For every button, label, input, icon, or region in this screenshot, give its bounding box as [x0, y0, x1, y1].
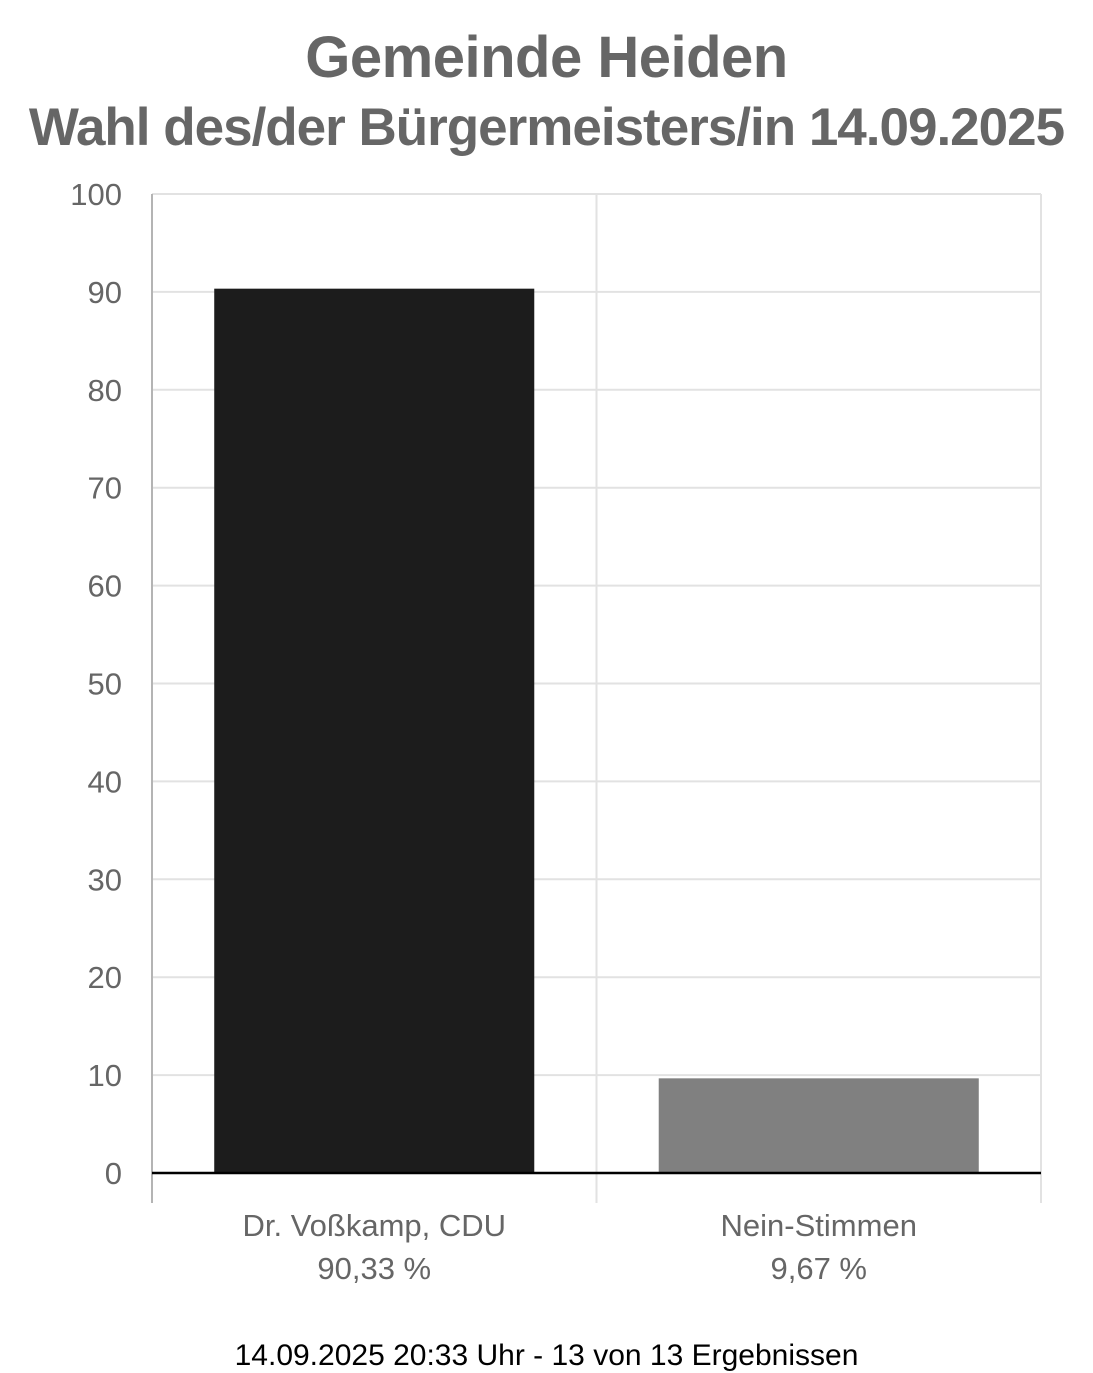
y-tick-label: 100	[70, 177, 122, 212]
chart-title: Gemeinde Heiden	[305, 25, 788, 90]
y-tick-label: 30	[88, 862, 122, 897]
bar	[658, 1078, 979, 1173]
y-tick-label: 40	[88, 764, 122, 799]
x-category-label: Nein-Stimmen	[721, 1208, 917, 1243]
chart-subtitle: Wahl des/der Bürgermeisters/in 14.09.202…	[28, 98, 1065, 157]
bar	[214, 288, 535, 1173]
bar-value-label: 90,33 %	[317, 1251, 431, 1286]
y-tick-label: 80	[88, 373, 122, 408]
footer-timestamp: 14.09.2025 20:33 Uhr - 13 von 13 Ergebni…	[234, 1339, 859, 1372]
x-category-label: Dr. Voßkamp, CDU	[242, 1208, 506, 1243]
y-tick-label: 70	[88, 471, 122, 506]
y-tick-label: 10	[88, 1058, 122, 1093]
y-tick-label: 50	[88, 667, 122, 702]
y-tick-label: 60	[88, 569, 122, 604]
y-tick-label: 90	[88, 275, 122, 310]
y-tick-label: 20	[88, 960, 122, 995]
y-tick-label: 0	[105, 1156, 122, 1191]
bar-value-label: 9,67 %	[770, 1251, 867, 1286]
